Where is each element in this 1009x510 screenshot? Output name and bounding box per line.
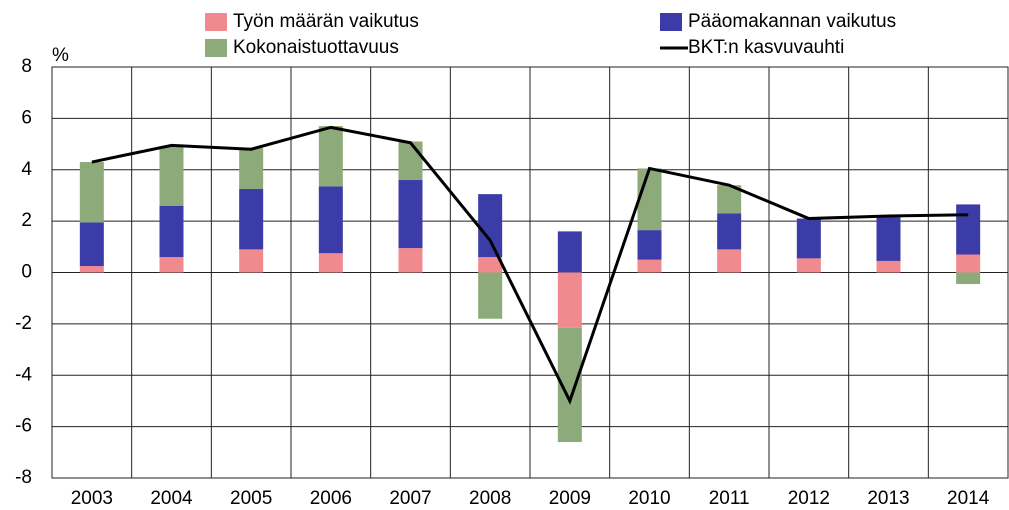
x-tick-label: 2011	[709, 488, 750, 509]
legend-swatch	[660, 13, 682, 31]
line-series	[91, 125, 969, 405]
x-tick-label: 2004	[150, 488, 193, 509]
legend-label: Työn määrän vaikutus	[233, 11, 419, 32]
y-unit: %	[52, 45, 69, 66]
bar-segment	[398, 141, 423, 181]
bar-segment	[956, 272, 981, 285]
bar-segment	[478, 272, 503, 319]
bar-segment	[876, 260, 901, 273]
x-tick-label: 2006	[310, 488, 352, 509]
bar-segment	[79, 222, 104, 267]
x-tick-label: 2003	[71, 488, 113, 509]
bar-segment	[796, 258, 821, 273]
x-tick-label: 2012	[788, 488, 830, 509]
bar-segment	[159, 146, 184, 206]
bar-segment	[478, 194, 503, 258]
bar-segment	[956, 204, 981, 255]
legend-label: Pääomakannan vaikutus	[688, 11, 896, 32]
bar-segment	[398, 180, 423, 249]
y-tick-label: -2	[15, 313, 32, 334]
y-tick-label: 4	[21, 159, 32, 180]
bar-segment	[876, 217, 901, 261]
y-tick-label: -6	[15, 416, 32, 437]
plot-border	[51, 66, 1009, 479]
legend-label: BKT:n kasvuvauhti	[688, 37, 844, 58]
x-tick-label: 2010	[628, 488, 670, 509]
legend-swatch	[205, 39, 227, 57]
y-tick-label: -8	[15, 467, 32, 488]
y-tick-label: 8	[21, 56, 32, 77]
x-tick-label: 2007	[389, 488, 431, 509]
bar-segment	[239, 249, 264, 273]
y-tick-label: 6	[21, 107, 32, 128]
bar-segment	[318, 126, 343, 187]
x-tick-label: 2008	[469, 488, 511, 509]
bar-segment	[318, 186, 343, 254]
bar-segment	[79, 162, 104, 223]
x-tick-label: 2014	[947, 488, 990, 509]
bar-segment	[637, 259, 662, 273]
x-tick-label: 2013	[867, 488, 909, 509]
bar-segment	[318, 253, 343, 273]
bar-segment	[557, 272, 582, 328]
bar-segment	[79, 266, 104, 273]
bar-segment	[956, 254, 981, 273]
bar-segment	[637, 168, 662, 231]
bar-segment	[557, 231, 582, 273]
bar-segment	[796, 218, 821, 259]
bar-segment	[717, 213, 742, 250]
bar-segment	[398, 248, 423, 273]
bar-segment	[717, 249, 742, 273]
x-tick-label: 2009	[549, 488, 591, 509]
y-tick-label: -4	[15, 364, 32, 385]
x-tick-label: 2005	[230, 488, 272, 509]
bar-segment	[478, 257, 503, 273]
bar-segment	[239, 147, 264, 190]
bar-segment	[637, 230, 662, 260]
legend-label: Kokonaistuottavuus	[233, 37, 399, 58]
y-tick-label: 2	[21, 210, 32, 231]
bar-segment	[159, 257, 184, 273]
bar-segment	[159, 205, 184, 258]
y-tick-label: 0	[21, 262, 32, 283]
legend-swatch	[205, 13, 227, 31]
bar-segment	[239, 189, 264, 250]
